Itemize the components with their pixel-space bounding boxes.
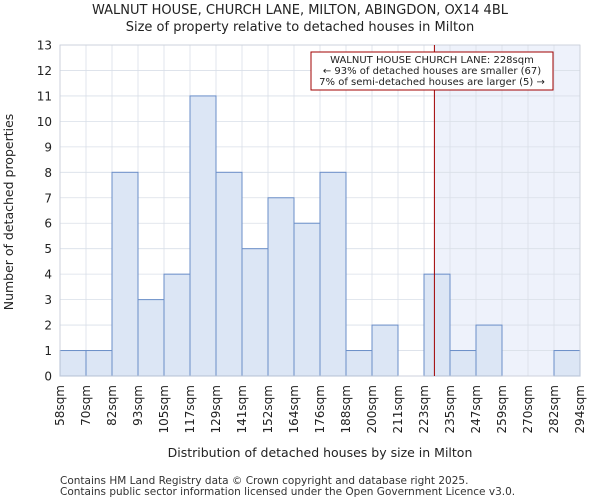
x-tick-235sqm: 235sqm bbox=[443, 385, 457, 433]
annotation-box: WALNUT HOUSE CHURCH LANE: 228sqm ← 93% o… bbox=[310, 51, 554, 91]
y-tick-1: 1 bbox=[44, 344, 52, 358]
chart-subtitle: Size of property relative to detached ho… bbox=[126, 20, 475, 35]
x-tick-70sqm: 70sqm bbox=[79, 385, 93, 426]
x-tick-270sqm: 270sqm bbox=[521, 385, 535, 433]
bar-223sqm bbox=[423, 273, 451, 377]
x-tick-188sqm: 188sqm bbox=[339, 385, 353, 433]
y-tick-5: 5 bbox=[44, 242, 52, 256]
x-tick-58sqm: 58sqm bbox=[53, 385, 67, 426]
y-tick-12: 12 bbox=[37, 64, 52, 78]
bar-164sqm bbox=[293, 222, 321, 377]
bar-152sqm bbox=[267, 197, 295, 377]
y-tick-9: 9 bbox=[44, 140, 52, 154]
plot-frame bbox=[59, 44, 581, 377]
bar-117sqm bbox=[189, 95, 217, 377]
bars bbox=[59, 95, 581, 377]
x-tick-82sqm: 82sqm bbox=[105, 385, 119, 426]
y-tick-2: 2 bbox=[44, 319, 52, 333]
annotation-line-1: WALNUT HOUSE CHURCH LANE: 228sqm bbox=[330, 55, 534, 66]
x-axis-title: Distribution of detached houses by size … bbox=[168, 445, 473, 460]
x-tick-129sqm: 129sqm bbox=[209, 385, 223, 433]
y-tick-10: 10 bbox=[37, 115, 52, 129]
y-tick-13: 13 bbox=[37, 39, 52, 53]
bar-176sqm bbox=[319, 171, 347, 377]
bar-70sqm bbox=[85, 350, 113, 377]
x-tick-211sqm: 211sqm bbox=[391, 385, 405, 433]
footer-line-2: Contains public sector information licen… bbox=[60, 486, 515, 498]
y-tick-8: 8 bbox=[44, 166, 52, 180]
bar-235sqm bbox=[449, 350, 477, 377]
y-tick-6: 6 bbox=[44, 217, 52, 231]
x-tick-282sqm: 282sqm bbox=[547, 385, 561, 433]
bar-188sqm bbox=[345, 350, 373, 377]
x-tick-294sqm: 294sqm bbox=[573, 385, 587, 433]
annotation-line-2: ← 93% of detached houses are smaller (67… bbox=[323, 66, 541, 77]
x-tick-259sqm: 259sqm bbox=[495, 385, 509, 433]
x-tick-247sqm: 247sqm bbox=[469, 385, 483, 433]
x-tick-200sqm: 200sqm bbox=[365, 385, 379, 433]
x-tick-93sqm: 93sqm bbox=[131, 385, 145, 426]
bar-129sqm bbox=[215, 171, 243, 377]
bar-282sqm bbox=[553, 350, 581, 377]
x-tick-141sqm: 141sqm bbox=[235, 385, 249, 433]
x-tick-176sqm: 176sqm bbox=[313, 385, 327, 433]
annotation-line-3: 7% of semi-detached houses are larger (5… bbox=[319, 77, 545, 88]
footer-line-1: Contains HM Land Registry data © Crown c… bbox=[60, 475, 468, 487]
bar-105sqm bbox=[163, 273, 191, 377]
x-tick-152sqm: 152sqm bbox=[261, 385, 275, 433]
y-tick-3: 3 bbox=[44, 293, 52, 307]
bar-200sqm bbox=[371, 324, 399, 377]
annotation-frame bbox=[310, 51, 554, 91]
y-tick-4: 4 bbox=[44, 268, 52, 282]
bar-82sqm bbox=[111, 171, 139, 377]
y-tick-7: 7 bbox=[44, 191, 52, 205]
x-tick-164sqm: 164sqm bbox=[287, 385, 301, 433]
bar-58sqm bbox=[59, 350, 87, 377]
bar-141sqm bbox=[241, 248, 269, 377]
y-tick-11: 11 bbox=[37, 89, 52, 103]
x-tick-223sqm: 223sqm bbox=[417, 385, 431, 433]
chart-title: WALNUT HOUSE, CHURCH LANE, MILTON, ABING… bbox=[92, 3, 509, 18]
bar-247sqm bbox=[475, 324, 503, 377]
highlight-region bbox=[434, 45, 580, 376]
y-axis-title: Number of detached properties bbox=[1, 114, 16, 311]
bar-93sqm bbox=[137, 299, 165, 377]
x-tick-labels: 58sqm 70sqm 82sqm 93sqm 105sqm 117sqm 129sqm 14… bbox=[53, 385, 587, 433]
x-tick-105sqm: 105sqm bbox=[157, 385, 171, 433]
y-tick-0: 0 bbox=[44, 370, 52, 384]
x-tick-117sqm: 117sqm bbox=[183, 385, 197, 433]
